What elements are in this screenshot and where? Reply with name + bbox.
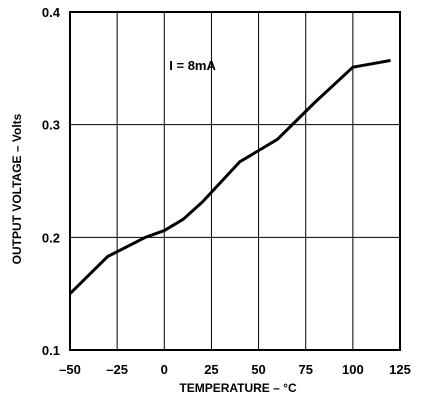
x-tick-label: 25 xyxy=(204,362,218,377)
x-tick-label: 125 xyxy=(389,362,411,377)
y-tick-label: 0.4 xyxy=(42,5,61,20)
y-axis-label: OUTPUT VOLTAGE – Volts xyxy=(10,113,24,264)
x-tick-label: 50 xyxy=(251,362,265,377)
x-tick-label: 75 xyxy=(298,362,312,377)
y-tick-labels: 0.1 0.2 0.3 0.4 xyxy=(42,5,61,358)
x-tick-label: 100 xyxy=(342,362,364,377)
x-tick-label: –25 xyxy=(106,362,128,377)
x-tick-label: 0 xyxy=(161,362,168,377)
series-group xyxy=(68,58,391,295)
y-tick-label: 0.1 xyxy=(42,343,60,358)
series-line xyxy=(68,58,391,295)
current-annotation: I = 8mA xyxy=(169,58,216,73)
y-tick-label: 0.3 xyxy=(42,118,60,133)
plot-frame xyxy=(69,11,401,351)
x-tick-label: –50 xyxy=(59,362,81,377)
x-axis-label: TEMPERATURE – °C xyxy=(179,381,297,395)
grid-lines xyxy=(70,12,400,350)
x-tick-labels: –50 –25 0 25 50 75 100 125 xyxy=(59,362,411,377)
y-tick-label: 0.2 xyxy=(42,230,60,245)
